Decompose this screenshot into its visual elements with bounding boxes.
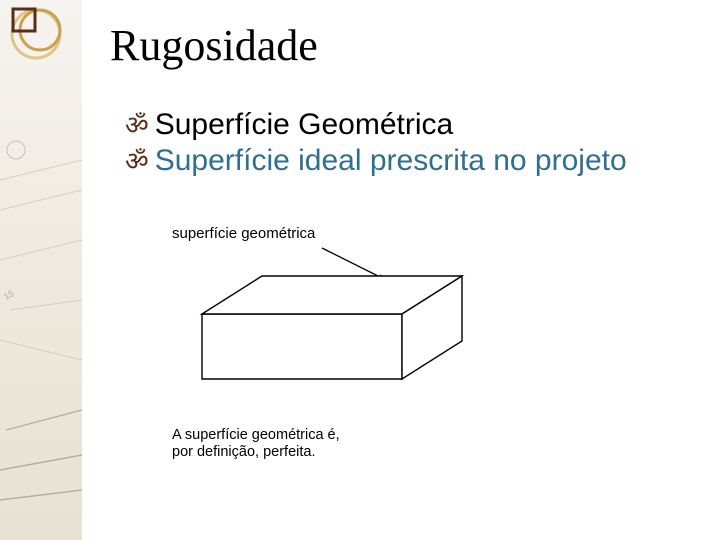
diagram-caption: A superfície geométrica é, por definição…: [172, 427, 492, 462]
caption-line: A superfície geométrica é,: [172, 427, 340, 443]
diagram: superfície geométrica A superfície geomé…: [172, 225, 492, 462]
bullet-swirl-icon: ॐ: [125, 148, 149, 174]
bullet-swirl-icon: ॐ: [125, 112, 149, 138]
bullet-text: Superfície ideal prescrita no projeto: [155, 144, 627, 178]
slide-title: Rugosidade: [110, 20, 318, 71]
corner-decoration: [10, 6, 64, 60]
bullet-text: Superfície Geométrica: [155, 108, 453, 142]
diagram-label: superfície geométrica: [172, 225, 492, 242]
diagram-svg: [172, 244, 472, 419]
bullet-item: ॐ Superfície Geométrica: [125, 108, 627, 142]
caption-line: por definição, perfeita.: [172, 444, 315, 460]
background-strip: [0, 0, 82, 540]
bullet-list: ॐ Superfície Geométrica ॐ Superfície ide…: [125, 108, 627, 180]
bullet-item: ॐ Superfície ideal prescrita no projeto: [125, 144, 627, 178]
prism-shape: [202, 276, 462, 379]
